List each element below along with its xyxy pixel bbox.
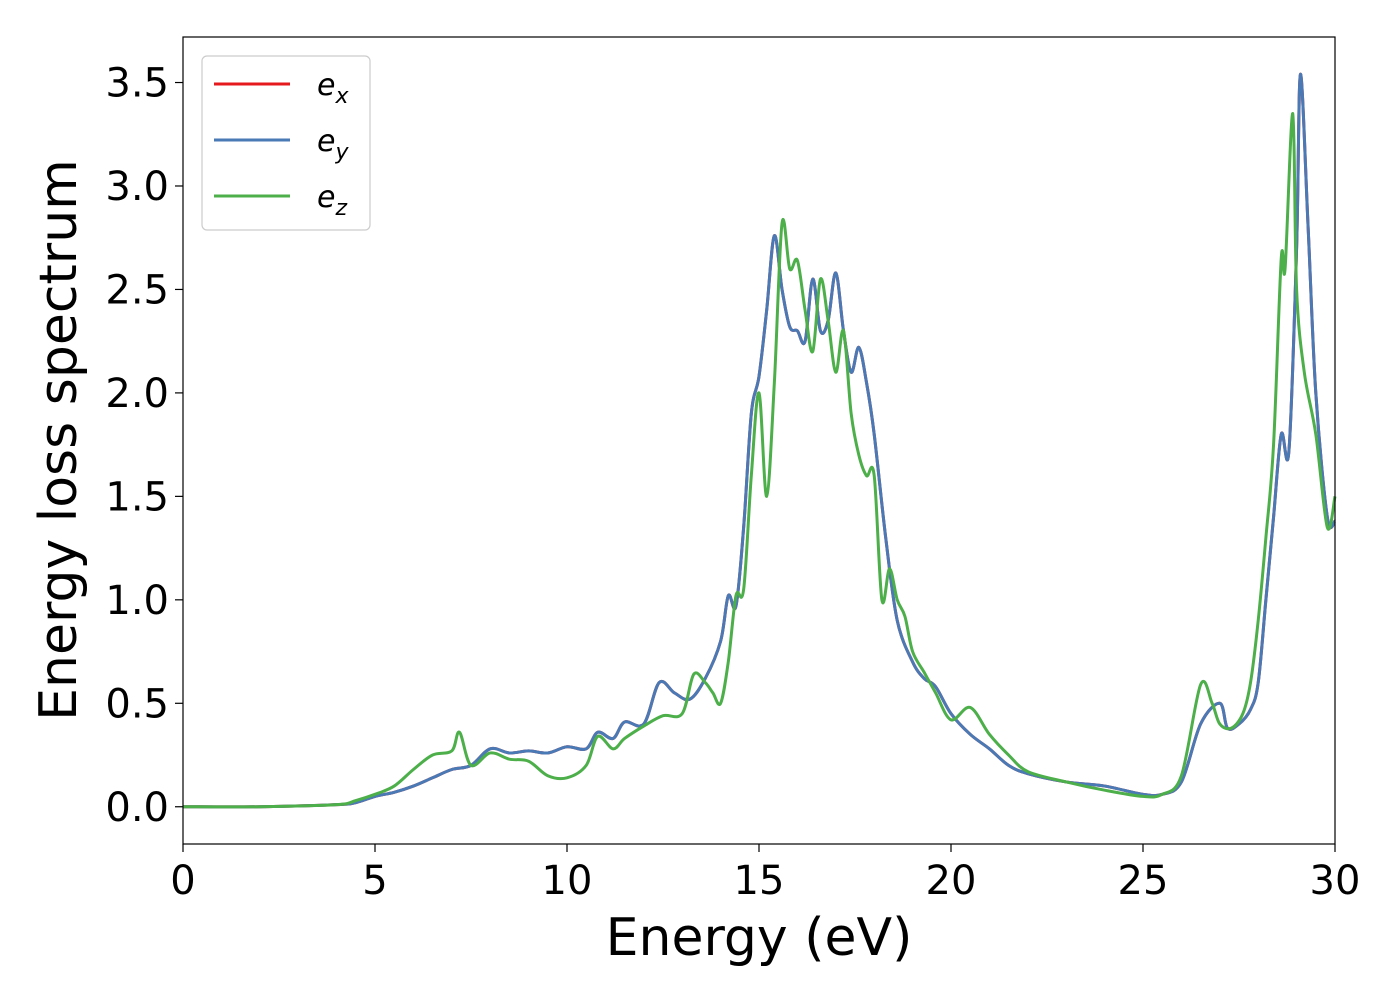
x-axis-label: Energy (eV) — [606, 908, 913, 968]
x-tick-label: 10 — [542, 858, 593, 904]
series-line-e-z — [182, 112, 1337, 809]
y-tick-label: 1.0 — [105, 578, 169, 624]
y-axis-label: Energy loss spectrum — [29, 159, 89, 721]
x-tick-label: 5 — [362, 858, 387, 904]
y-tick-label: 1.5 — [105, 474, 169, 520]
y-tick-label: 0.5 — [105, 681, 169, 727]
x-axis: 0 5 10 15 20 25 30 — [170, 844, 1360, 904]
x-tick-label: 0 — [170, 858, 195, 904]
legend-label-e-z: ez — [317, 180, 347, 221]
series-line-e-y — [182, 72, 1337, 809]
x-tick-label: 30 — [1310, 858, 1361, 904]
legend-box — [201, 55, 371, 231]
legend-label-e-x: ex — [317, 68, 349, 109]
series-layer — [182, 72, 1337, 809]
legend-label-e-y: ey — [317, 124, 349, 165]
x-tick-label: 15 — [734, 858, 785, 904]
y-tick-label: 2.0 — [105, 371, 169, 417]
x-tick-label: 25 — [1118, 858, 1169, 904]
y-tick-label: 2.5 — [105, 267, 169, 313]
legend: ex ey ez — [201, 55, 371, 231]
y-tick-label: 3.5 — [105, 61, 169, 107]
y-axis: 0.0 0.5 1.0 1.5 2.0 2.5 3.0 3.5 — [105, 61, 183, 831]
y-tick-label: 3.0 — [105, 164, 169, 210]
x-tick-label: 20 — [926, 858, 977, 904]
y-tick-label: 0.0 — [105, 785, 169, 831]
